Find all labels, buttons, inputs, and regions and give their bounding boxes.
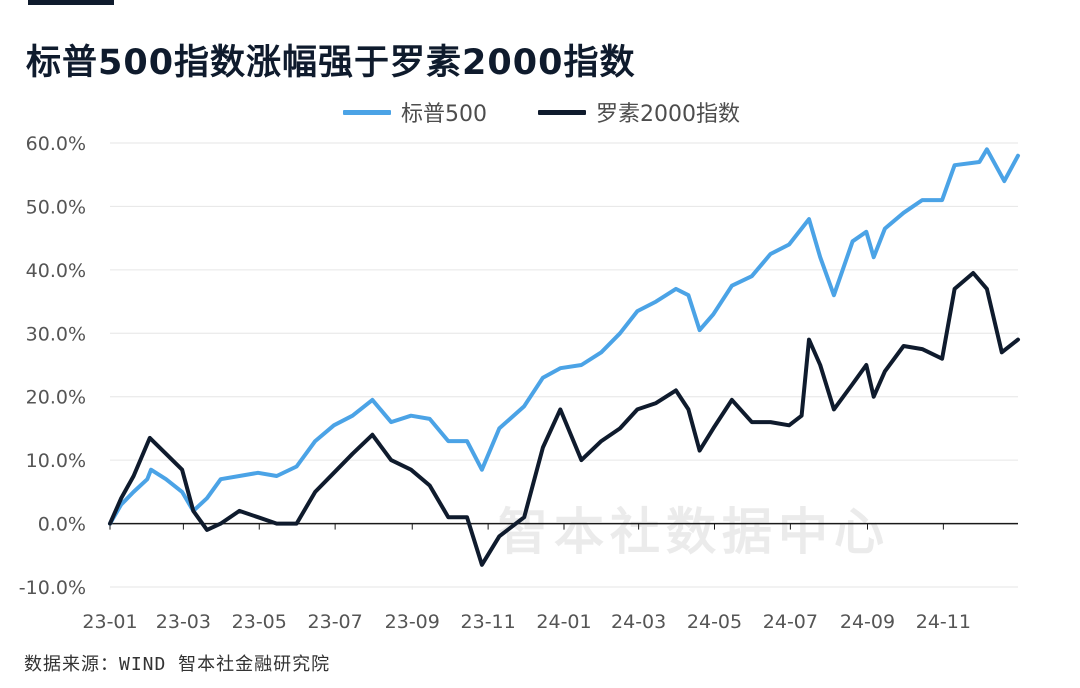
y-tick-label: 50.0% <box>26 196 86 218</box>
x-tick-label: 24-05 <box>687 611 742 633</box>
y-tick-label: 20.0% <box>26 387 86 409</box>
title-accent-bar <box>28 0 114 5</box>
legend-item-sp500: 标普500 <box>343 96 487 128</box>
y-tick-label: -10.0% <box>19 577 86 599</box>
watermark-text: 智本社数据中心 <box>498 503 890 561</box>
x-tick-label: 23-11 <box>461 611 516 633</box>
source-note: 数据来源：WIND 智本社金融研究院 <box>24 654 331 675</box>
y-tick-label: 30.0% <box>26 323 86 345</box>
x-tick-label: 23-01 <box>82 611 137 633</box>
x-tick-label: 23-05 <box>232 611 287 633</box>
chart-title: 标普500指数涨幅强于罗素2000指数 <box>26 43 636 83</box>
x-tick-label: 24-11 <box>916 611 971 633</box>
legend-swatch-sp500 <box>343 109 391 115</box>
legend-item-russell2000: 罗素2000指数 <box>538 96 740 128</box>
x-tick-label: 23-03 <box>156 611 211 633</box>
legend-swatch-russell2000 <box>538 109 586 115</box>
x-tick-label: 23-07 <box>308 611 363 633</box>
x-tick-label: 24-07 <box>763 611 818 633</box>
legend-label-russell2000: 罗素2000指数 <box>596 102 740 127</box>
x-tick-label: 23-09 <box>385 611 440 633</box>
x-tick-label: 24-01 <box>536 611 591 633</box>
series-line-russell2000 <box>108 271 1020 567</box>
y-tick-label: 40.0% <box>26 260 86 282</box>
y-tick-label: 60.0% <box>26 133 86 155</box>
x-tick-label: 24-09 <box>840 611 895 633</box>
y-tick-label: 10.0% <box>26 450 86 472</box>
y-tick-label: 0.0% <box>38 514 86 536</box>
series-line-sp500 <box>108 147 1020 526</box>
legend-label-sp500: 标普500 <box>401 102 487 127</box>
chart-legend: 标普500 罗素2000指数 <box>0 96 1080 136</box>
x-tick-label: 24-03 <box>611 611 666 633</box>
